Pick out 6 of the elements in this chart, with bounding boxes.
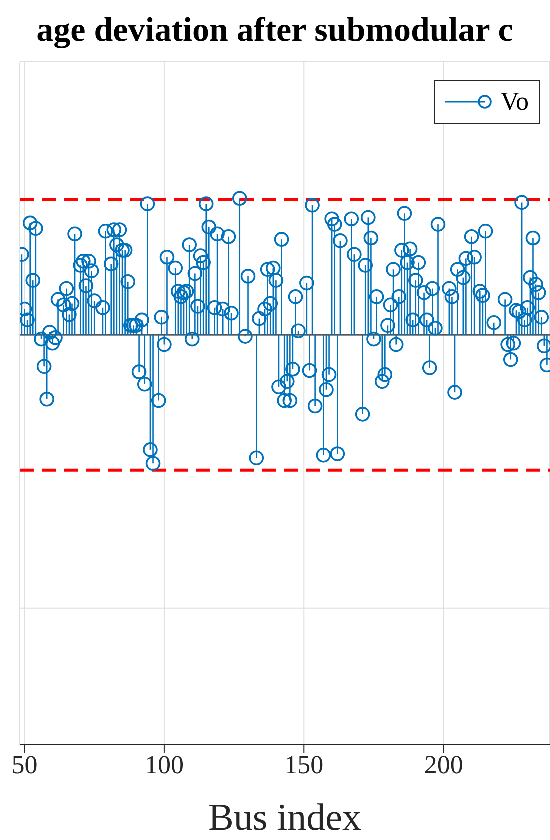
- x-tick-label: 150: [284, 750, 324, 780]
- legend-label: Vo: [500, 87, 529, 117]
- x-tick-label: 200: [424, 750, 464, 780]
- chart-title: age deviation after submodular c: [36, 12, 514, 50]
- x-tick-label: 100: [144, 750, 184, 780]
- x-tick-label: 50: [12, 750, 38, 780]
